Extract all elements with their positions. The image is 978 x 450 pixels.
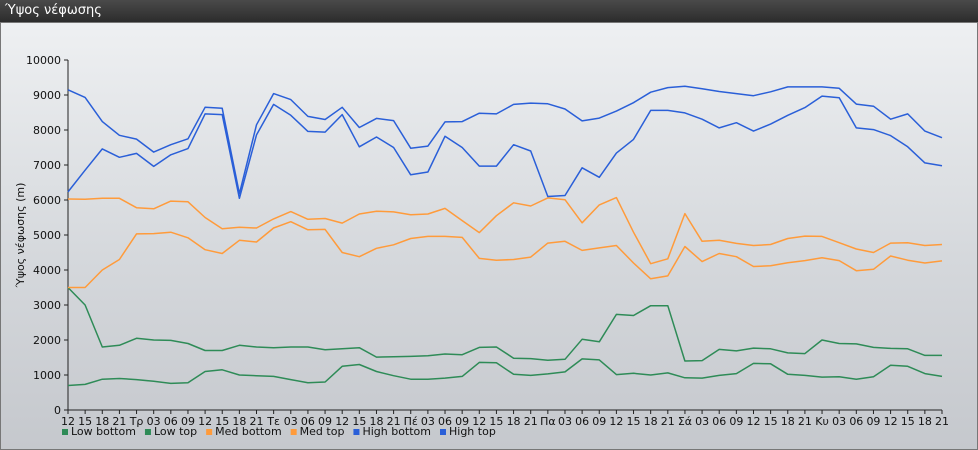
legend-label: Low top: [154, 425, 197, 438]
series-line-med-top: [67, 196, 943, 265]
x-tick-label: 15: [764, 415, 778, 428]
x-tick-label: 12: [198, 415, 212, 428]
x-tick-label: 21: [798, 415, 812, 428]
x-tick-label: 09: [181, 415, 195, 428]
x-tick-label: 09: [729, 415, 743, 428]
x-tick-label: 03: [832, 415, 846, 428]
x-tick-label: 18: [232, 415, 246, 428]
x-tick-label: 03: [147, 415, 161, 428]
series-line-low-top: [67, 286, 942, 362]
x-tick-label: 18: [369, 415, 383, 428]
x-tick-label: Κυ: [815, 415, 829, 428]
x-tick-label: 21: [250, 415, 264, 428]
y-tick-label: 6000: [33, 194, 61, 207]
y-tick-label: 1000: [33, 369, 61, 382]
x-tick-label: 03: [284, 415, 298, 428]
x-tick-label: 06: [301, 415, 315, 428]
y-tick-label: 9000: [33, 89, 61, 102]
x-tick-label: 12: [746, 415, 760, 428]
legend-swatch: [353, 429, 360, 435]
legend-swatch: [144, 429, 151, 435]
legend-label: Low bottom: [71, 425, 136, 438]
x-tick-label: 18: [95, 415, 109, 428]
x-tick-label: 09: [592, 415, 606, 428]
x-tick-label: 21: [112, 415, 126, 428]
legend-swatch: [290, 429, 297, 435]
x-tick-label: Τρ: [129, 415, 144, 428]
y-tick-label: 0: [54, 404, 61, 417]
y-tick-label: 8000: [33, 124, 61, 137]
y-tick-label: 10000: [26, 54, 61, 67]
x-tick-label: 12: [609, 415, 623, 428]
x-tick-label: 03: [695, 415, 709, 428]
line-chart: 0 1000 2000 3000 4000 5000 6000 7000 8000 9000 100…: [14, 54, 949, 438]
x-tick-label: 18: [918, 415, 932, 428]
series-line-high-bottom: [67, 95, 943, 200]
x-tick-label: 18: [781, 415, 795, 428]
y-tick-label: 5000: [33, 229, 61, 242]
x-tick-label: 06: [849, 415, 863, 428]
x-tick-label: 15: [489, 415, 503, 428]
y-tick-label: 3000: [33, 299, 61, 312]
x-tick-label: 09: [866, 415, 880, 428]
x-tick-label: Πα: [540, 415, 556, 428]
x-tick-label: 12: [335, 415, 349, 428]
series-line-med-bottom: [68, 220, 943, 289]
x-tick-label: 03: [558, 415, 572, 428]
x-tick-label: 06: [575, 415, 589, 428]
x-tick-label: 06: [164, 415, 178, 428]
legend-label: High bottom: [362, 425, 431, 438]
x-tick-label: 18: [644, 415, 658, 428]
series-line-high-top: [67, 85, 943, 195]
x-tick-label: Σά: [678, 415, 692, 428]
legend-label: High top: [449, 425, 496, 438]
x-tick-label: 15: [78, 415, 92, 428]
x-tick-label: 21: [524, 415, 538, 428]
series-line-low-bottom: [67, 358, 943, 387]
x-tick-label: 21: [935, 415, 949, 428]
legend-label: Med bottom: [215, 425, 282, 438]
x-tick-label: 15: [352, 415, 366, 428]
x-tick-label: 12: [884, 415, 898, 428]
y-tick-label: 2000: [33, 334, 61, 347]
y-tick-label: 7000: [33, 159, 61, 172]
x-tick-label: Τε: [266, 415, 280, 428]
x-tick-label: 15: [215, 415, 229, 428]
y-axis-label: Ύψος νέφωσης (m): [14, 183, 27, 289]
x-tick-label: 15: [901, 415, 915, 428]
x-tick-label: 21: [661, 415, 675, 428]
x-tick-label: 06: [438, 415, 452, 428]
x-tick-label: 03: [421, 415, 435, 428]
legend-swatch: [440, 429, 446, 435]
x-tick-label: Πέ: [404, 415, 418, 428]
window-title: Ύψος νέφωσης: [0, 0, 978, 22]
y-tick-label: 4000: [33, 264, 61, 277]
x-tick-label: 12: [472, 415, 486, 428]
legend-swatch: [206, 429, 213, 435]
legend-swatch: [62, 429, 68, 435]
x-tick-label: 09: [318, 415, 332, 428]
x-tick-label: 09: [455, 415, 469, 428]
x-tick-label: 18: [507, 415, 521, 428]
x-tick-label: 06: [712, 415, 726, 428]
x-tick-label: 12: [61, 415, 75, 428]
x-tick-label: 15: [627, 415, 641, 428]
x-tick-label: 21: [387, 415, 401, 428]
legend-label: Med top: [300, 425, 345, 438]
